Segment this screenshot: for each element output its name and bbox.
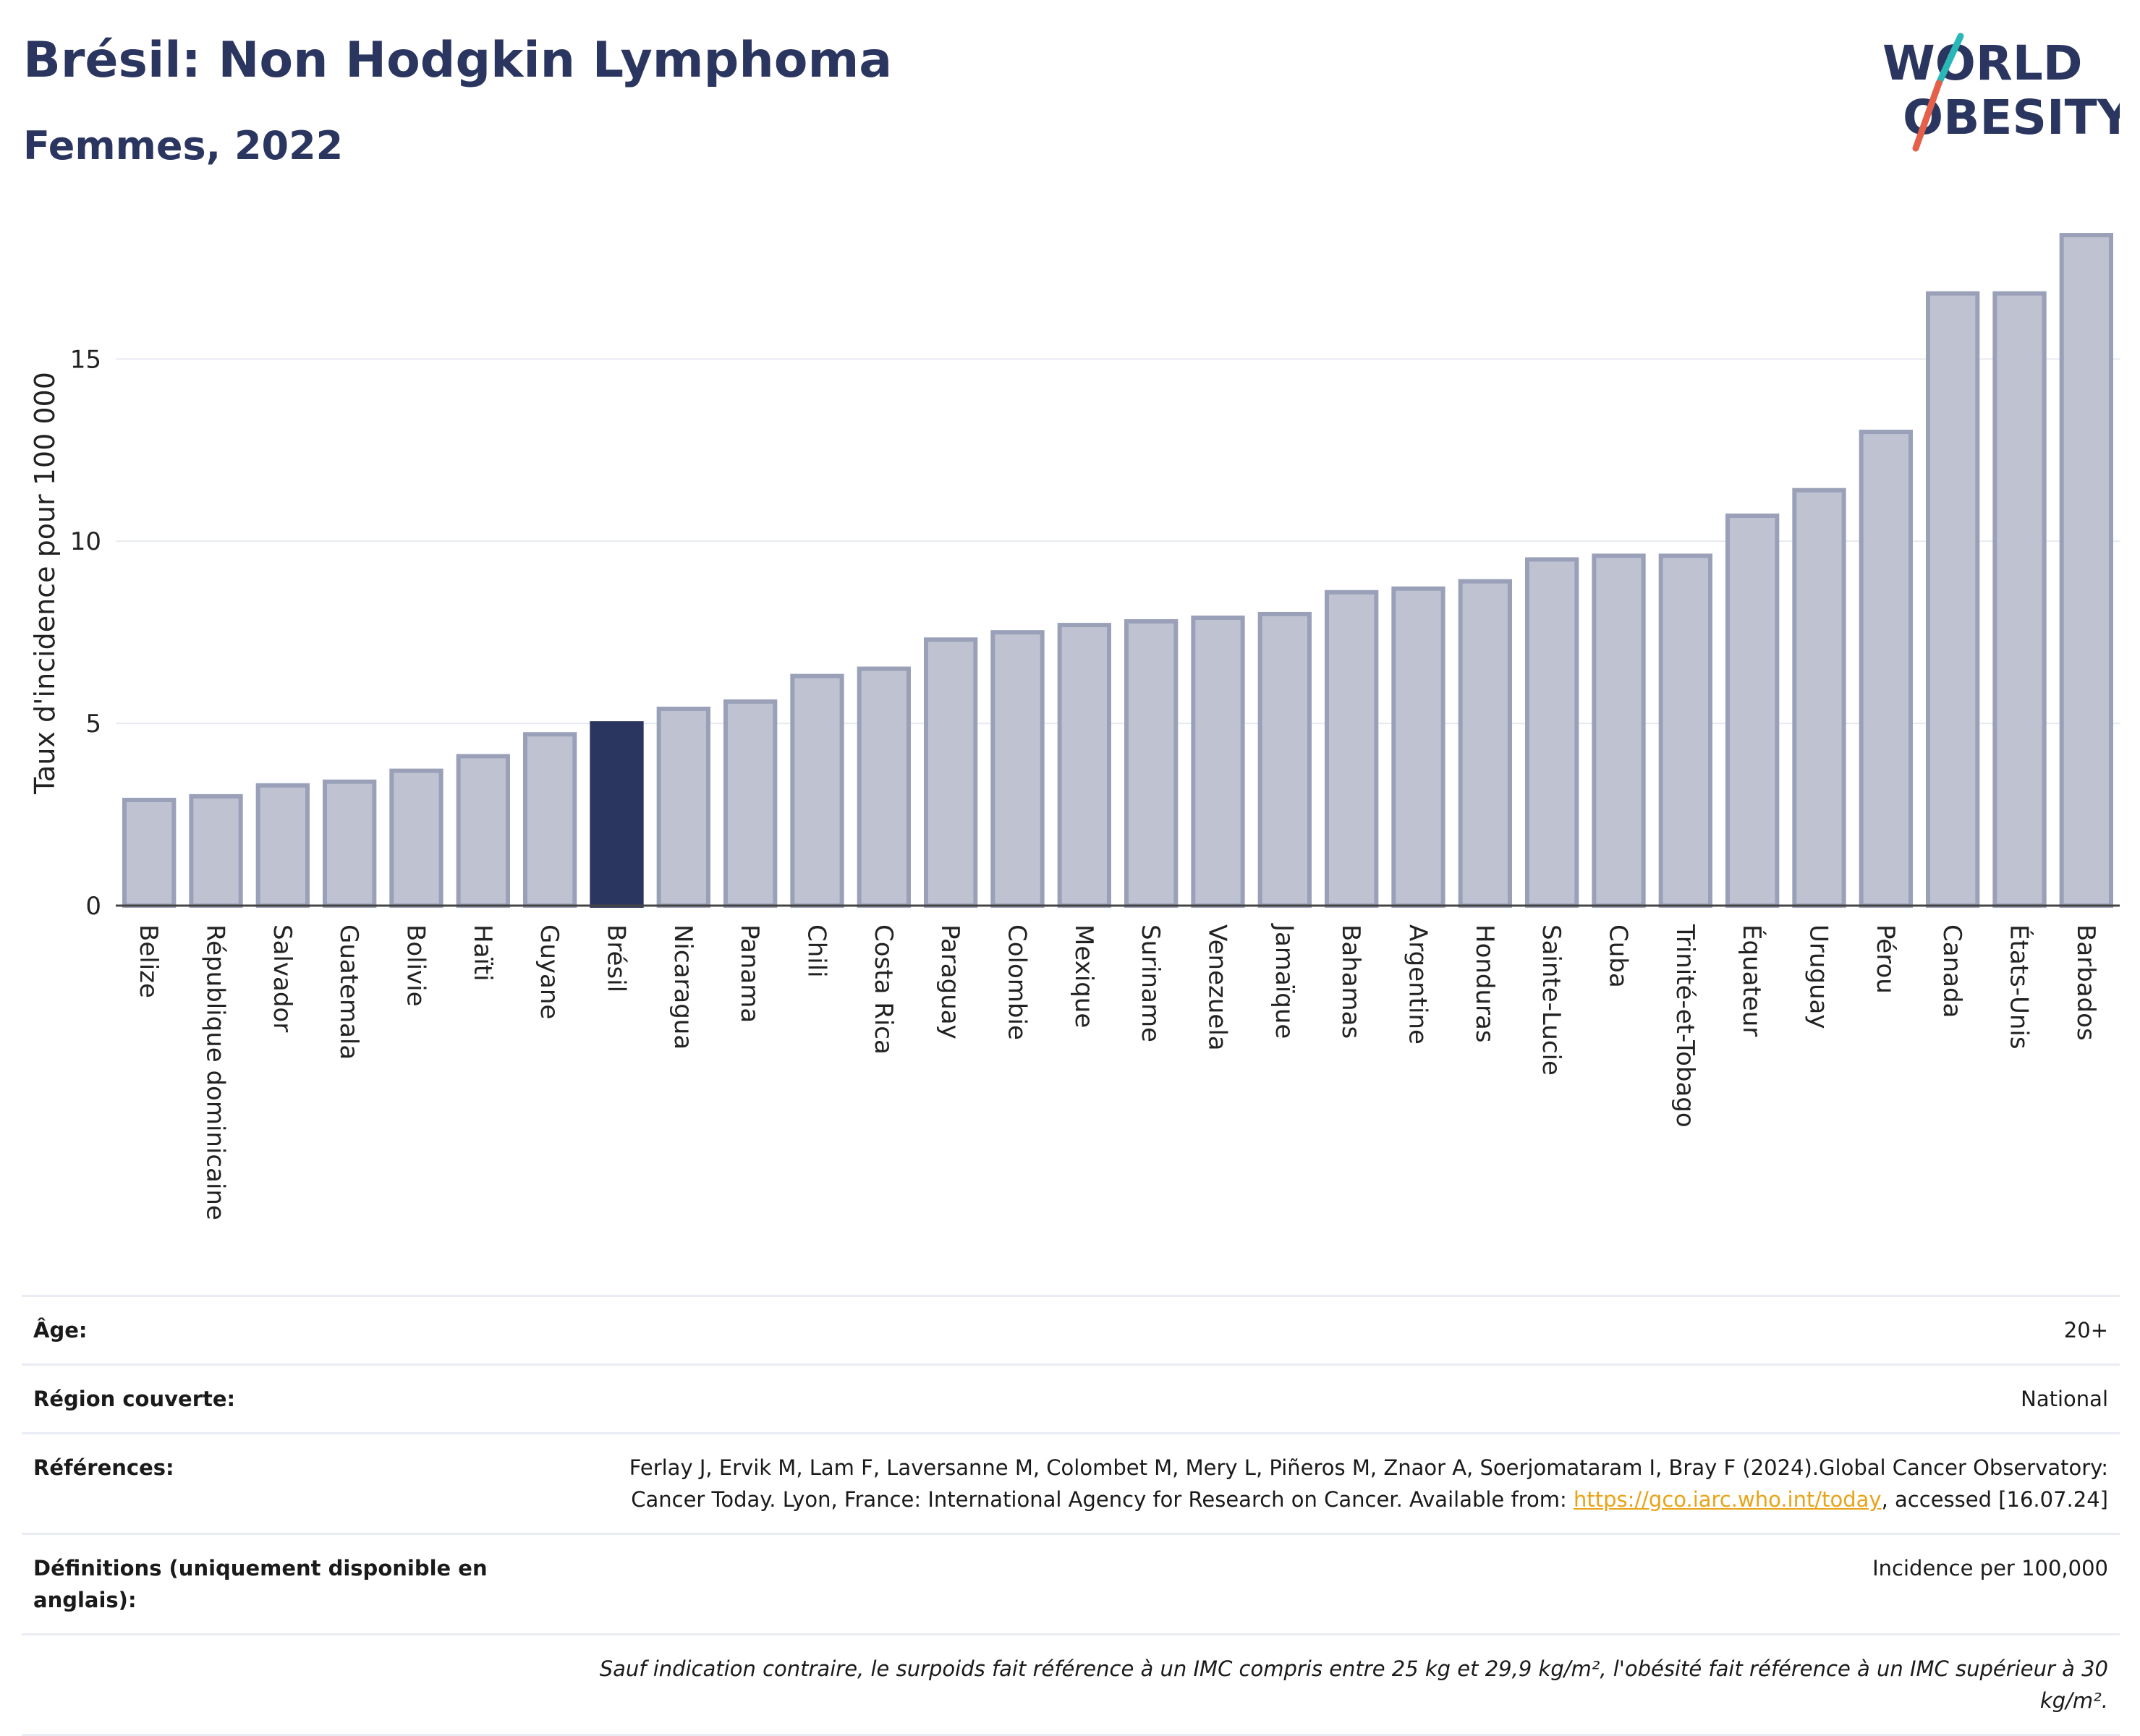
- bar-16: [1191, 616, 1245, 908]
- bar-21: [1525, 557, 1579, 908]
- references-link[interactable]: https://gco.iarc.who.int/today: [1573, 1487, 1882, 1512]
- chart-title: Brésil: Non Hodgkin Lymphoma: [23, 32, 893, 89]
- y-tick-label: 0: [85, 892, 101, 921]
- bar-chart: 0 5 10 15 Taux d'incidence pour 100 000 Beliz…: [29, 233, 2120, 1220]
- bar-5: [456, 754, 510, 908]
- x-tick-label: République dominicaine: [201, 924, 230, 1220]
- y-axis-label: Taux d'incidence pour 100 000: [29, 372, 61, 795]
- x-tick-label: Suriname: [1136, 924, 1165, 1042]
- bar-3: [323, 779, 377, 908]
- bar-19: [1391, 586, 1445, 909]
- region-label: Région couverte:: [33, 1387, 236, 1411]
- chart-subtitle: Femmes, 2022: [23, 123, 344, 169]
- metadata-table: Âge: 20+ Région couverte: National Référ…: [22, 1295, 2120, 1736]
- x-tick-label: Canada: [1937, 924, 1966, 1018]
- svg-text:OBESITY: OBESITY: [1903, 90, 2120, 145]
- meta-row-age: Âge: 20+: [22, 1295, 2120, 1363]
- x-tick-label: Pérou: [1871, 924, 1900, 994]
- y-tick-label: 15: [70, 345, 101, 374]
- references-text: Ferlay J, Ervik M, Lam F, Laversanne M, …: [629, 1455, 2108, 1512]
- meta-row-region: Région couverte: National: [22, 1363, 2120, 1432]
- bar-18: [1325, 590, 1379, 909]
- bar-29: [2059, 233, 2113, 908]
- bar-13: [990, 630, 1045, 908]
- x-tick-label: Trinité-et-Tobago: [1670, 924, 1699, 1128]
- references-label: Références:: [33, 1455, 174, 1480]
- svg-text:WORLD: WORLD: [1882, 35, 2083, 91]
- bar-15: [1124, 619, 1179, 908]
- world-obesity-logo: WORLD OBESITY: [1882, 33, 2120, 152]
- bar-8: [656, 706, 710, 909]
- x-tick-label: Panama: [735, 924, 764, 1023]
- x-tick-label: Équateur: [1737, 924, 1767, 1037]
- bar-22: [1592, 553, 1646, 908]
- x-tick-label: Costa Rica: [869, 924, 898, 1055]
- x-tick-label: Jamaïque: [1270, 923, 1299, 1039]
- y-tick-label: 10: [70, 527, 101, 556]
- x-tick-label: Honduras: [1470, 924, 1499, 1043]
- x-tick-label: Mexique: [1069, 924, 1098, 1028]
- bmi-note: Sauf indication contraire, le surpoids f…: [599, 1656, 2108, 1713]
- bar-23: [1658, 553, 1712, 908]
- references-accessed: , accessed [16.07.24]: [1881, 1487, 2108, 1512]
- x-tick-label: États-Unis: [2005, 924, 2034, 1050]
- definitions-value: Incidence per 100,000: [1872, 1556, 2108, 1580]
- x-tick-label: Haïti: [468, 924, 497, 982]
- bar-24: [1725, 513, 1780, 908]
- meta-row-definitions: Définitions (uniquement disponible en an…: [22, 1533, 2120, 1633]
- y-tick-label: 5: [85, 710, 101, 739]
- x-tick-label: Nicaragua: [668, 924, 697, 1050]
- x-tick-label: Chili: [802, 924, 831, 978]
- bar-25: [1792, 488, 1846, 908]
- x-tick-label: Bahamas: [1336, 924, 1365, 1039]
- age-value: 20+: [2063, 1318, 2108, 1343]
- bar-2: [255, 783, 310, 908]
- x-tick-label: Colombie: [1003, 924, 1032, 1040]
- x-tick-label: Sainte-Lucie: [1537, 924, 1566, 1076]
- bar-0: [122, 797, 177, 908]
- x-tick-label: Paraguay: [935, 924, 964, 1039]
- bar-1: [189, 793, 243, 908]
- age-label: Âge:: [33, 1318, 88, 1343]
- bar-4: [389, 768, 443, 908]
- references-value: Ferlay J, Ervik M, Lam F, Laversanne M, …: [589, 1452, 2108, 1515]
- bar-14: [1057, 623, 1111, 908]
- x-tick-label: Bolivie: [402, 924, 430, 1007]
- bar-26: [1859, 430, 1913, 908]
- x-tick-label: Belize: [134, 924, 163, 998]
- bar-20: [1458, 579, 1512, 908]
- x-tick-label: Barbados: [2071, 924, 2100, 1041]
- x-tick-label: Argentine: [1404, 924, 1432, 1044]
- bar-12: [924, 637, 978, 909]
- bar-11: [857, 666, 911, 908]
- bar-28: [1992, 291, 2047, 908]
- x-tick-label: Guatemala: [334, 924, 363, 1060]
- definitions-label: Définitions (uniquement disponible en an…: [33, 1556, 488, 1612]
- x-tick-label: Guyane: [535, 924, 564, 1019]
- x-tick-label: Venezuela: [1203, 924, 1232, 1051]
- x-tick-label: Cuba: [1604, 924, 1633, 988]
- meta-row-references: Références: Ferlay J, Ervik M, Lam F, La…: [22, 1432, 2120, 1533]
- x-tick-label: Salvador: [268, 924, 297, 1032]
- meta-row-note: Sauf indication contraire, le surpoids f…: [22, 1633, 2120, 1736]
- bar-6: [523, 732, 577, 908]
- bar-17: [1257, 611, 1312, 908]
- bar-27: [1926, 291, 1980, 908]
- bar-7: [590, 721, 644, 908]
- bar-9: [723, 699, 778, 909]
- bar-10: [790, 673, 844, 908]
- x-tick-label: Uruguay: [1804, 924, 1833, 1029]
- region-value: National: [2021, 1387, 2108, 1411]
- x-tick-label: Brésil: [602, 924, 631, 992]
